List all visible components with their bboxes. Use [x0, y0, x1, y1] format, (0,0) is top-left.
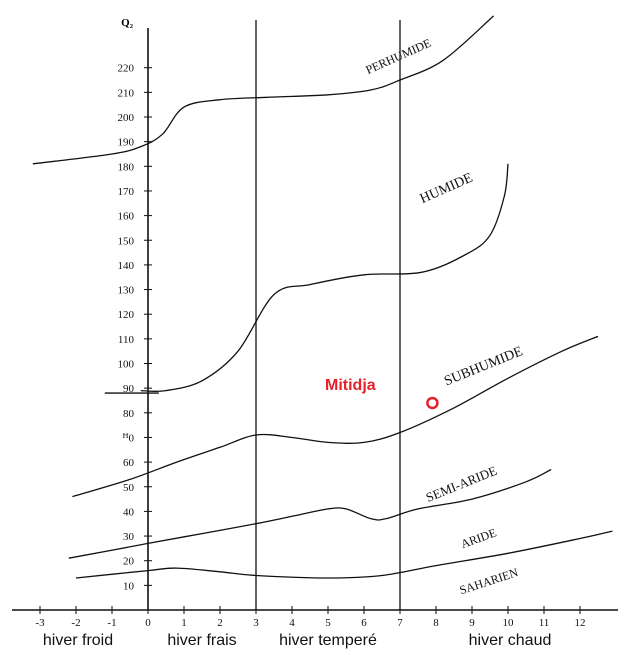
x-tick-label: 4	[289, 617, 295, 629]
y-tick-label: 80	[123, 408, 135, 420]
x-tick-label: 12	[575, 617, 586, 629]
y-tick-label: 180	[118, 161, 135, 173]
winter-zone-label: hiver temperé	[279, 632, 377, 649]
y-tick-label: 20	[123, 556, 135, 568]
y-tick-label: 100	[118, 359, 135, 371]
x-tick-label: 3	[253, 617, 259, 629]
x-tick-label: 5	[325, 617, 331, 629]
curve-label-humide: HUMIDE	[418, 171, 475, 207]
y-tick-label: 170	[118, 186, 135, 198]
y-tick-label: ꟸ0	[122, 432, 134, 444]
y-tick-label: 130	[118, 285, 135, 297]
y-tick-label: 150	[118, 235, 135, 247]
y-tick-label: 140	[118, 260, 135, 272]
y-tick-label: 110	[118, 334, 135, 346]
curve-aride	[75, 530, 613, 579]
y-axis-title: Q₂	[121, 17, 134, 29]
curve-perhumide	[32, 15, 495, 165]
winter-zone-label: hiver froid	[43, 632, 113, 649]
curve-humide	[140, 163, 509, 392]
y-tick-label: 10	[123, 580, 135, 592]
x-tick-label: 11	[539, 617, 550, 629]
x-tick-label: -2	[71, 617, 80, 629]
curve-semi-aride	[68, 468, 552, 559]
y-tick-label: 40	[123, 506, 135, 518]
x-tick-label: -3	[35, 617, 45, 629]
winter-zone-label: hiver frais	[167, 632, 236, 649]
winter-zone-label: hiver chaud	[469, 632, 552, 649]
y-tick-label: 220	[118, 63, 135, 75]
x-tick-label: 1	[181, 617, 187, 629]
x-tick-label: 9	[469, 617, 475, 629]
curve-label-subhumide: SUBHUMIDE	[442, 344, 525, 389]
y-tick-label: 60	[123, 457, 135, 469]
y-tick-label: 200	[118, 112, 135, 124]
curve-label-saharien: SAHARIEN	[458, 565, 520, 597]
axes-layer: 102030405060ꟸ080901001101201301401501601…	[12, 20, 618, 629]
x-tick-label: -1	[107, 617, 116, 629]
climate-zone-curves	[32, 15, 613, 579]
curve-label-aride: ARIDE	[459, 525, 498, 551]
y-tick-label: 50	[123, 482, 135, 494]
y-tick-label: 90	[123, 383, 135, 395]
y-tick-label: 160	[118, 211, 135, 223]
curve-label-semi-aride: SEMI-ARIDE	[424, 463, 499, 505]
y-tick-label: 120	[118, 309, 135, 321]
y-tick-label: 210	[118, 87, 135, 99]
y-tick-label: 190	[118, 137, 135, 149]
curve-subhumide	[72, 335, 599, 498]
x-tick-label: 0	[145, 617, 151, 629]
x-tick-label: 10	[503, 617, 515, 629]
x-tick-label: 7	[397, 617, 403, 629]
y-tick-label: 30	[123, 531, 135, 543]
x-tick-label: 8	[433, 617, 439, 629]
x-tick-label: 2	[217, 617, 223, 629]
mitidja-point	[426, 396, 439, 410]
x-tick-label: 6	[361, 617, 367, 629]
mitidja-label: Mitidja	[325, 377, 376, 394]
